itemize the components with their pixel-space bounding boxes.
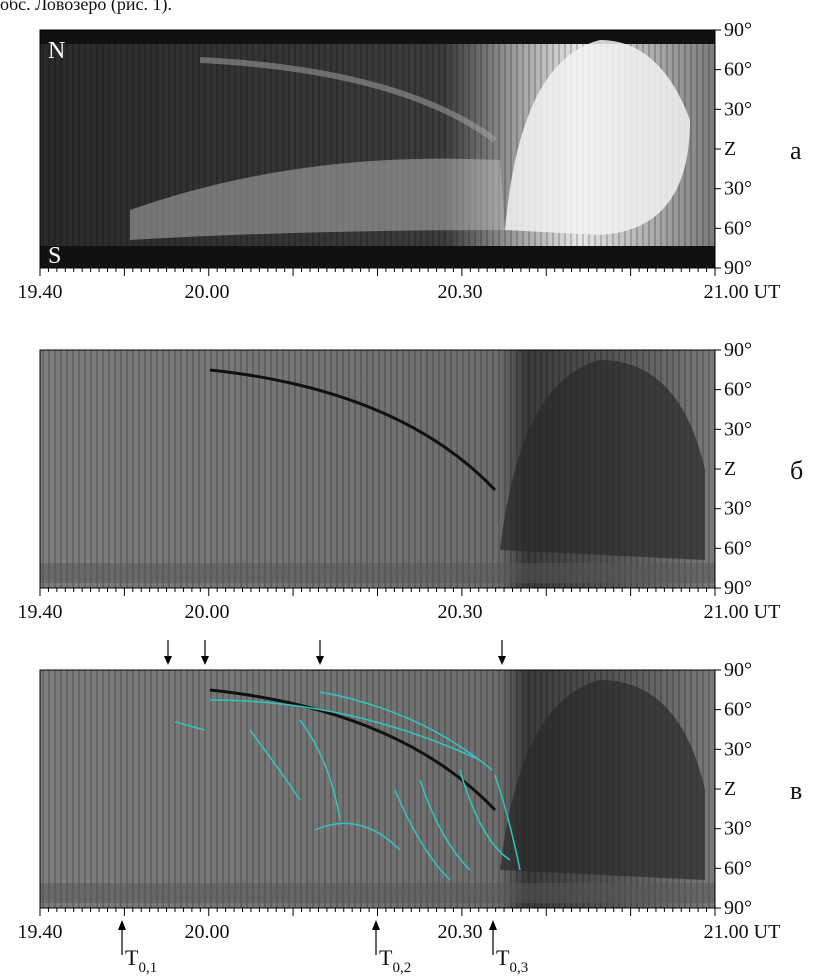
x-axis-label: 21.00 UT <box>704 601 781 623</box>
x-axis-label: 20.30 <box>438 601 483 623</box>
bottom-noise <box>40 883 715 903</box>
y-axis-label: 60° <box>724 217 752 239</box>
y-axis-label: 30° <box>724 738 752 760</box>
y-axis-label: 90° <box>724 897 752 919</box>
traced-form <box>314 822 401 851</box>
marker-base: T <box>379 945 393 970</box>
marker-sub: 0,3 <box>509 960 528 976</box>
panel-label: в <box>790 776 802 805</box>
marker-label: T0,2 <box>379 945 411 976</box>
marker-base: T <box>496 945 510 970</box>
aurora-edge <box>209 688 497 812</box>
aurora-edge <box>209 368 497 492</box>
traced-form <box>494 774 521 871</box>
y-axis-label: 90° <box>724 257 752 279</box>
y-axis-label: 60° <box>724 857 752 879</box>
y-axis-label: Z <box>724 138 736 160</box>
panel-label: б <box>790 456 803 485</box>
x-axis-label: 20.30 <box>438 921 483 943</box>
x-axis-label: 19.40 <box>18 601 63 623</box>
marker-arrowhead <box>372 920 380 930</box>
marker-label: T0,1 <box>125 945 157 976</box>
caption-fragment: обс. Ловозеро (рис. 1). <box>0 0 172 15</box>
traced-form <box>319 691 493 771</box>
x-axis-label: 20.00 <box>185 921 230 943</box>
x-axis-label: 20.00 <box>185 281 230 303</box>
marker-sub: 0,2 <box>392 960 411 976</box>
x-axis-label: 21.00 UT <box>704 281 781 303</box>
marker-label: T0,3 <box>496 945 528 976</box>
onset-arrowhead <box>164 656 172 665</box>
y-axis-label: 30° <box>724 178 752 200</box>
y-axis-label: 60° <box>724 699 752 721</box>
y-axis-label: 30° <box>724 98 752 120</box>
y-axis-label: 30° <box>724 418 752 440</box>
marker-sub: 0,1 <box>138 960 157 976</box>
aurora-arc <box>130 158 505 240</box>
traced-form <box>394 789 451 881</box>
marker-arrowhead <box>489 920 497 930</box>
traced-form <box>209 699 481 761</box>
traced-form <box>174 721 206 731</box>
onset-arrowhead <box>201 656 209 665</box>
traced-form <box>249 729 301 801</box>
traced-form <box>459 769 511 861</box>
onset-arrowhead <box>316 656 324 665</box>
aurora-arc <box>199 57 497 143</box>
x-axis-label: 19.40 <box>18 281 63 303</box>
y-axis-label: 90° <box>724 659 752 681</box>
bottom-noise <box>40 563 715 583</box>
y-axis-label: 30° <box>724 498 752 520</box>
x-axis-label: 19.40 <box>18 921 63 943</box>
marker-arrowhead <box>118 920 126 930</box>
y-axis-label: 90° <box>724 339 752 361</box>
south-label: S <box>48 243 61 269</box>
bottom-band <box>40 246 715 268</box>
top-band <box>40 30 715 44</box>
y-axis-label: 60° <box>724 379 752 401</box>
y-axis-label: 90° <box>724 577 752 599</box>
aurora-breakup <box>500 680 705 880</box>
x-axis-label: 21.00 UT <box>704 921 781 943</box>
onset-arrowhead <box>498 656 506 665</box>
marker-base: T <box>125 945 139 970</box>
y-axis-label: 30° <box>724 818 752 840</box>
panel-label: а <box>790 136 802 165</box>
x-axis-label: 20.00 <box>185 601 230 623</box>
y-axis-label: Z <box>724 778 736 800</box>
aurora-breakup <box>500 360 705 560</box>
y-axis-label: 60° <box>724 537 752 559</box>
aurora-breakup <box>505 40 690 235</box>
traced-form <box>299 719 341 821</box>
north-label: N <box>48 38 65 64</box>
traced-form <box>419 779 471 871</box>
y-axis-label: Z <box>724 458 736 480</box>
x-axis-label: 20.30 <box>438 281 483 303</box>
y-axis-label: 90° <box>724 19 752 41</box>
y-axis-label: 60° <box>724 59 752 81</box>
